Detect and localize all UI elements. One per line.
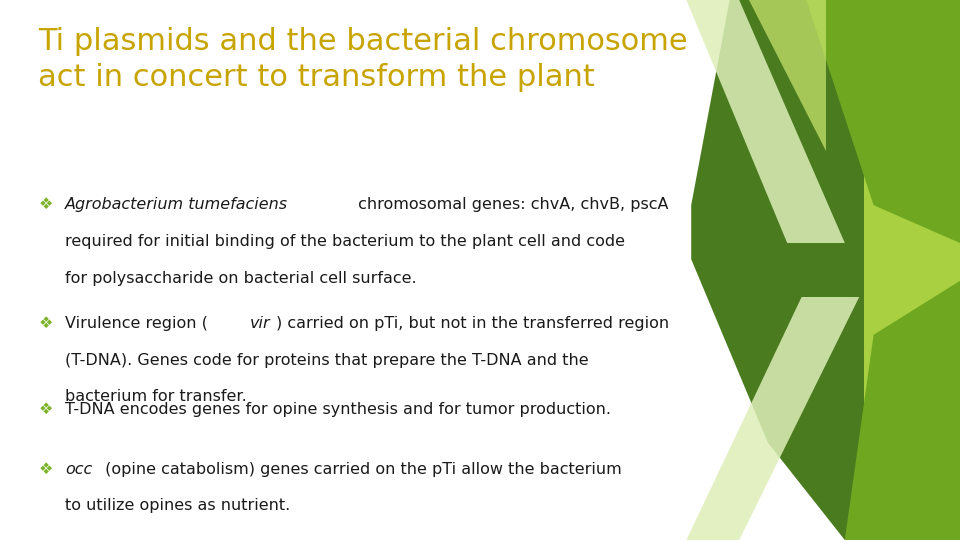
Text: to utilize opines as nutrient.: to utilize opines as nutrient. bbox=[65, 498, 291, 514]
Text: occ: occ bbox=[65, 462, 92, 477]
Text: ❖: ❖ bbox=[38, 462, 53, 477]
Polygon shape bbox=[749, 0, 826, 151]
Text: required for initial binding of the bacterium to the plant cell and code: required for initial binding of the bact… bbox=[65, 234, 625, 249]
Text: vir: vir bbox=[250, 316, 271, 331]
Text: Virulence region (: Virulence region ( bbox=[65, 316, 208, 331]
Polygon shape bbox=[691, 0, 960, 540]
Text: for polysaccharide on bacterial cell surface.: for polysaccharide on bacterial cell sur… bbox=[65, 271, 417, 286]
Text: (T-DNA). Genes code for proteins that prepare the T-DNA and the: (T-DNA). Genes code for proteins that pr… bbox=[65, 353, 588, 368]
Text: bacterium for transfer.: bacterium for transfer. bbox=[65, 389, 247, 404]
Polygon shape bbox=[864, 0, 960, 540]
Text: ❖: ❖ bbox=[38, 402, 53, 417]
Text: T-DNA encodes genes for opine synthesis and for tumor production.: T-DNA encodes genes for opine synthesis … bbox=[65, 402, 612, 417]
Text: (opine catabolism) genes carried on the pTi allow the bacterium: (opine catabolism) genes carried on the … bbox=[101, 462, 622, 477]
Text: ) carried on pTi, but not in the transferred region: ) carried on pTi, but not in the transfe… bbox=[276, 316, 669, 331]
Polygon shape bbox=[845, 281, 960, 540]
Polygon shape bbox=[806, 0, 960, 243]
Text: ❖: ❖ bbox=[38, 197, 53, 212]
Text: Ti plasmids and the bacterial chromosome
act in concert to transform the plant: Ti plasmids and the bacterial chromosome… bbox=[38, 27, 688, 92]
Text: Agrobacterium tumefaciens: Agrobacterium tumefaciens bbox=[65, 197, 288, 212]
Text: chromosomal genes: chvA, chvB, pscA: chromosomal genes: chvA, chvB, pscA bbox=[353, 197, 669, 212]
Polygon shape bbox=[686, 0, 845, 243]
Text: ❖: ❖ bbox=[38, 316, 53, 331]
Polygon shape bbox=[686, 297, 859, 540]
